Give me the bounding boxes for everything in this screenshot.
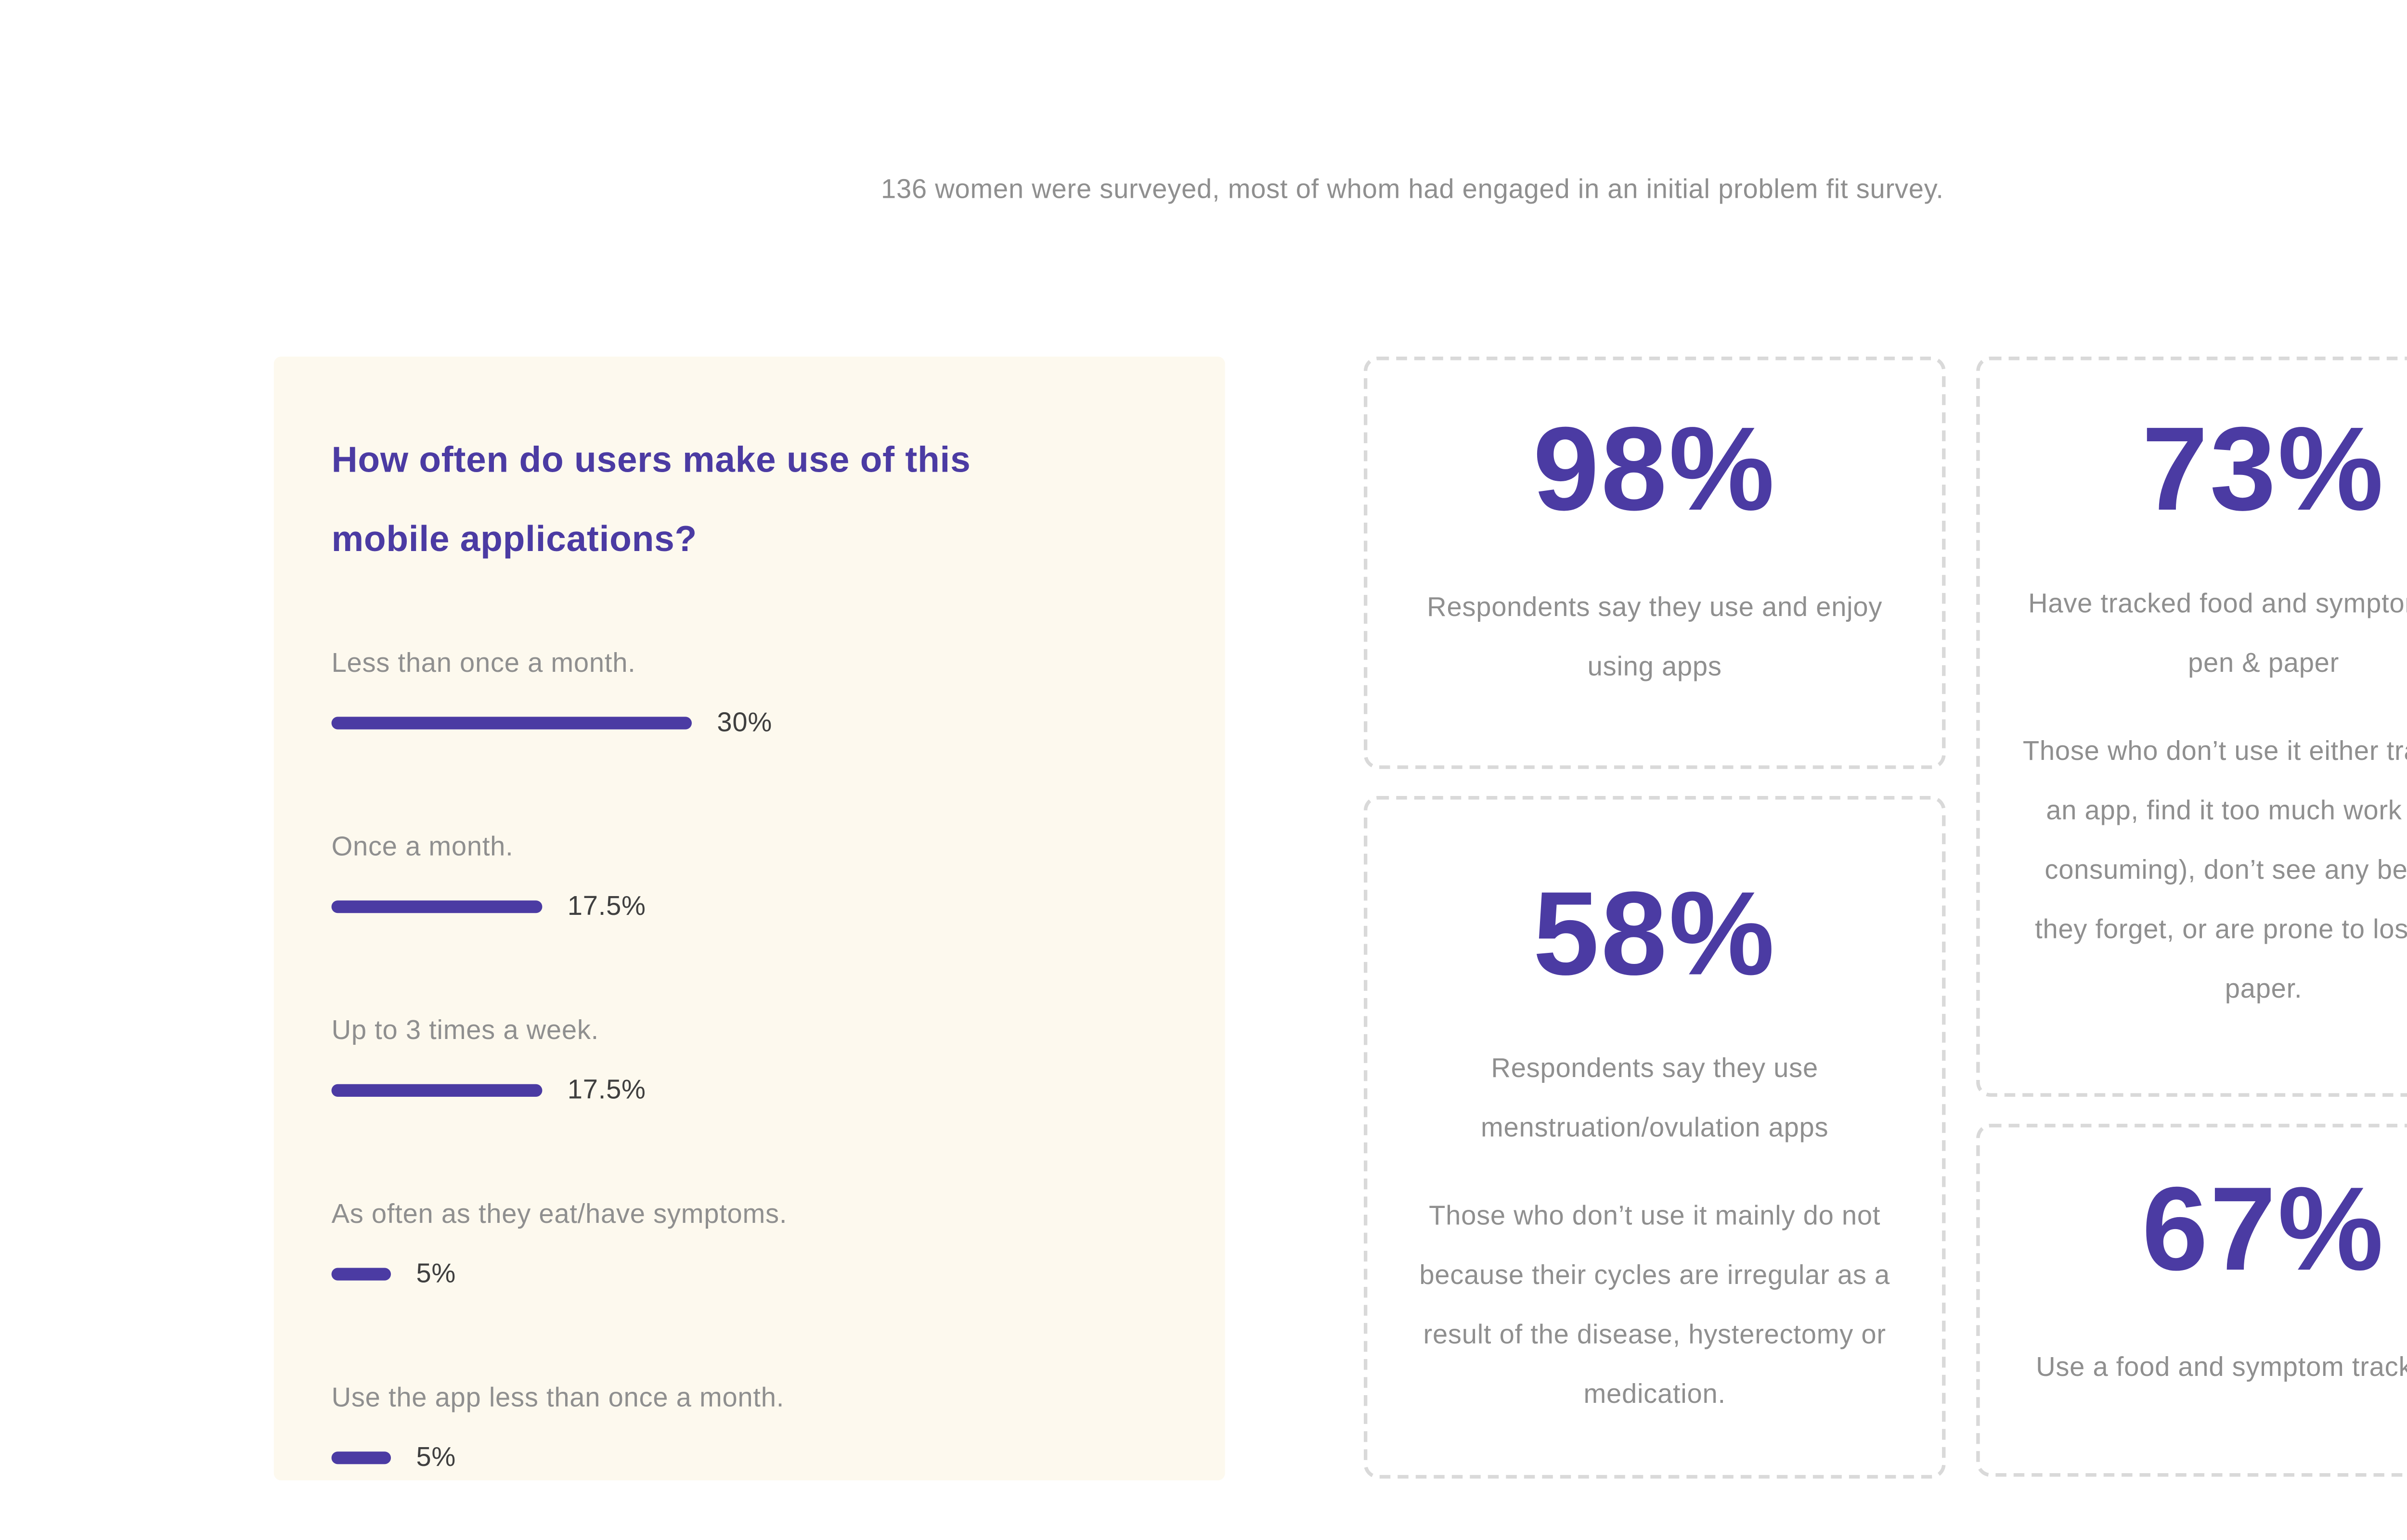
- stat-percentage: 73%: [2142, 401, 2385, 535]
- content-area: How often do users make use of this mobi…: [273, 356, 2407, 1481]
- bar: [331, 1084, 543, 1097]
- bar: [331, 1268, 391, 1281]
- bar-category-label: Use the app less than once a month.: [331, 1383, 785, 1414]
- bar-row: Less than once a month. 30%: [331, 645, 1167, 739]
- bar-row: Use the app less than once a month. 5%: [331, 1380, 1167, 1474]
- bar-track: 5%: [331, 1442, 1167, 1474]
- stat-column-right: 73% Have tracked food and symptoms with p…: [1976, 356, 2407, 1478]
- bar-track: 17.5%: [331, 891, 1167, 922]
- stat-percentage: 58%: [1533, 866, 1776, 1000]
- stat-card: 98% Respondents say they use and enjoy us…: [1363, 356, 1946, 769]
- bar-list: Less than once a month. 30% Once a month. 1…: [331, 645, 1167, 1474]
- bar-category-label: Once a month.: [331, 832, 514, 863]
- bar-value-label: 17.5%: [567, 1075, 646, 1106]
- bar-value-label: 17.5%: [567, 891, 646, 922]
- bar-category-label: As often as they eat/have symptoms.: [331, 1199, 788, 1230]
- survey-subtitle: 136 women were surveyed, most of whom ha…: [880, 174, 1944, 205]
- bar-track: 5%: [331, 1258, 1167, 1290]
- bar: [331, 717, 692, 730]
- stat-note: Those who don’t use it mainly do not bec…: [1419, 1202, 1890, 1411]
- bar-track: 17.5%: [331, 1075, 1167, 1106]
- bar-value-label: 5%: [416, 1442, 456, 1474]
- stat-description: Have tracked food and symptoms with pen …: [2028, 589, 2407, 680]
- stat-description: Respondents say they use and enjoy using…: [1427, 593, 1883, 683]
- bar: [331, 900, 543, 913]
- stat-percentage: 67%: [2142, 1161, 2385, 1295]
- stat-description: Respondents say they use menstruation/ov…: [1481, 1054, 1829, 1144]
- bar: [331, 1451, 391, 1464]
- stat-cards: 98% Respondents say they use and enjoy us…: [1363, 356, 2407, 1479]
- stat-note: Those who don’t use it either track with…: [2022, 737, 2407, 1006]
- bar-category-label: Up to 3 times a week.: [331, 1015, 599, 1047]
- stat-card: 67% Use a food and symptom tracker app: [1976, 1124, 2407, 1477]
- stat-column-left: 98% Respondents say they use and enjoy us…: [1363, 356, 1946, 1479]
- bar-value-label: 30%: [717, 707, 772, 739]
- bar-row: As often as they eat/have symptoms. 5%: [331, 1196, 1167, 1290]
- stat-card: 58% Respondents say they use menstruation…: [1363, 796, 1946, 1479]
- usage-frequency-panel: How often do users make use of this mobi…: [273, 356, 1225, 1481]
- stat-description: Use a food and symptom tracker app: [2036, 1353, 2407, 1384]
- bar-row: Up to 3 times a week. 17.5%: [331, 1012, 1167, 1106]
- chart-title: How often do users make use of this mobi…: [331, 441, 971, 560]
- stat-card: 73% Have tracked food and symptoms with p…: [1976, 356, 2407, 1097]
- bar-value-label: 5%: [416, 1258, 456, 1290]
- stat-percentage: 98%: [1533, 401, 1776, 535]
- bar-row: Once a month. 17.5%: [331, 828, 1167, 922]
- bar-category-label: Less than once a month.: [331, 648, 636, 679]
- bar-track: 30%: [331, 707, 1167, 739]
